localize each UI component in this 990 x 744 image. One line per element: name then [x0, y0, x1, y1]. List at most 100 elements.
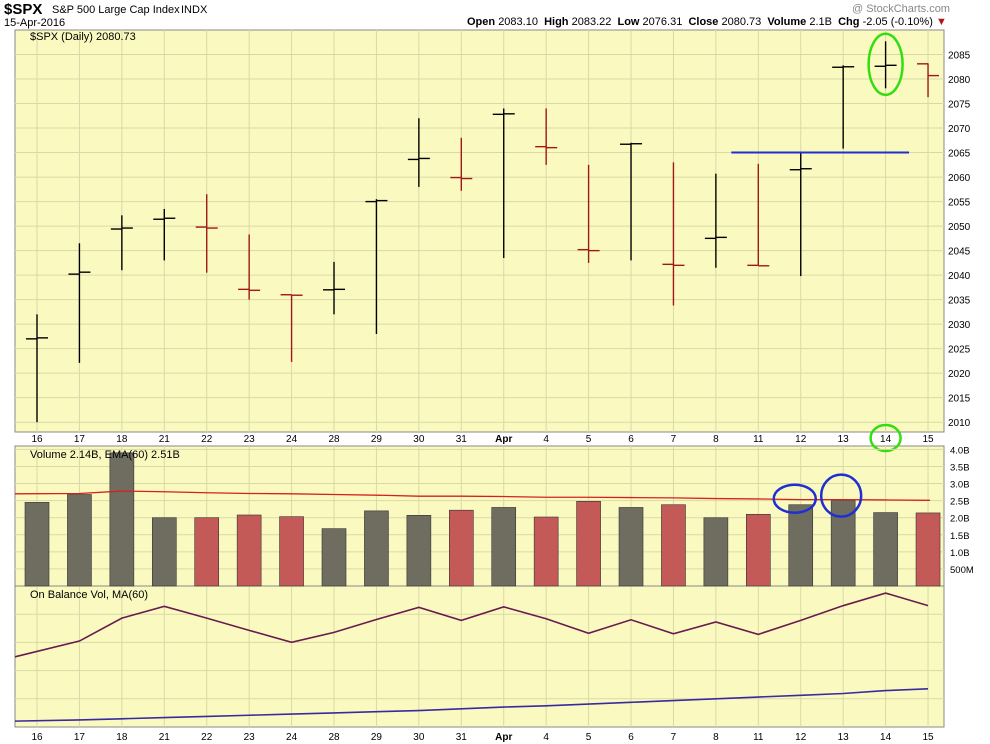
ohlc-bar-Apr: [492, 108, 515, 258]
chg-label: Chg: [838, 16, 860, 28]
high-value: 2083.22: [571, 16, 612, 28]
volume-bar-22: [194, 517, 220, 587]
price-tick-label: 2030: [948, 320, 971, 331]
volume-bar-21: [151, 517, 177, 587]
ohlc-bar-14: [874, 41, 897, 89]
ohlc-bar-12: [789, 152, 812, 277]
volume-bar-15: [915, 512, 941, 587]
date-label-bottom: 17: [74, 732, 86, 743]
date-label-top: 21: [159, 434, 171, 445]
date-label-top: 16: [31, 434, 43, 445]
open-value: 2083.10: [498, 16, 538, 28]
volume-bar-Apr: [491, 507, 517, 587]
date-label-top: 22: [201, 434, 213, 445]
volume-bar-5: [576, 501, 601, 587]
date-label-bottom: 8: [713, 732, 719, 743]
volume-bar-14: [873, 512, 898, 587]
price-tick-label: 2010: [948, 418, 971, 429]
stockcharts-watermark: @ StockCharts.com: [852, 3, 950, 15]
volume-bar-28: [321, 528, 347, 587]
volume-bar-4: [533, 516, 559, 587]
open-label: Open: [467, 16, 496, 28]
volume-ema-line: [14, 490, 931, 501]
chart-header: $SPX S&P 500 Large Cap Index INDX 15-Apr…: [0, 0, 990, 30]
date-label-bottom: 6: [628, 732, 634, 743]
date-label-top: 11: [753, 434, 764, 445]
date-label-top: Apr: [495, 434, 512, 445]
volume-tick-label: 3.0B: [950, 480, 970, 491]
volume-tick-label: 500M: [950, 565, 974, 576]
volume-bar-18: [109, 452, 135, 587]
volume-bar-16: [24, 502, 50, 587]
ohlc-bar-23: [238, 234, 261, 300]
date-label-top: 8: [713, 434, 719, 445]
date-label-top: 23: [244, 434, 256, 445]
index-name: S&P 500 Large Cap Index: [52, 4, 180, 16]
chg-value: -2.05 (-0.10%): [862, 16, 933, 28]
volume-bar-8: [703, 517, 729, 587]
price-tick-label: 2070: [948, 124, 971, 135]
price-tick-label: 2075: [948, 100, 971, 111]
date-label-bottom: 12: [795, 732, 807, 743]
volume-bar-7: [661, 504, 686, 587]
volume-bar-12: [788, 504, 814, 587]
price-tick-label: 2050: [948, 222, 971, 233]
date-label-bottom: 31: [456, 732, 468, 743]
volume-bar-31: [448, 509, 474, 587]
ohlc-bar-7: [662, 162, 685, 306]
volume-legend: Volume 2.14B, EMA(60) 2.51B: [30, 449, 180, 461]
date-label-bottom: 28: [328, 732, 340, 743]
ohlc-bar-22: [195, 194, 218, 273]
date-label-top: 15: [922, 434, 934, 445]
date-label-bottom: 14: [880, 732, 892, 743]
down-arrow-icon: ▼: [935, 16, 947, 28]
price-tick-label: 2020: [948, 369, 971, 380]
date-label-bottom: 24: [286, 732, 298, 743]
price-tick-label: 2060: [948, 173, 971, 184]
ohlc-bar-16: [26, 314, 48, 423]
volume-tick-label: 1.5B: [950, 531, 970, 542]
price-tick-label: 2080: [948, 75, 971, 86]
ohlc-bar-21: [153, 208, 176, 261]
date-label-top: 13: [838, 434, 850, 445]
ohlc-bar-30: [407, 118, 430, 187]
volume-tick-label: 1.0B: [950, 548, 970, 559]
date-label-top: 5: [586, 434, 592, 445]
date-label-top: 30: [413, 434, 425, 445]
volume-bar-11: [746, 513, 771, 587]
date-label-bottom: 18: [116, 732, 128, 743]
volume-bar-24: [279, 516, 304, 587]
date-label-top: 31: [456, 434, 468, 445]
symbol: $SPX: [4, 1, 43, 18]
ohlc-bar-17: [68, 243, 91, 363]
volume-tick-label: 4.0B: [950, 445, 970, 456]
date-label-bottom: 11: [753, 732, 764, 743]
ohlc-bar-6: [620, 142, 643, 261]
date-label-top: 7: [671, 434, 677, 445]
price-tick-label: 2055: [948, 198, 971, 209]
price-tick-label: 2035: [948, 296, 971, 307]
green-circle-bar-annotation: [867, 32, 904, 97]
ohlc-bar-5: [577, 164, 600, 263]
date-label-bottom: 23: [244, 732, 256, 743]
price-tick-label: 2015: [948, 394, 971, 405]
price-tick-label: 2065: [948, 149, 971, 160]
price-tick-label: 2085: [948, 51, 971, 62]
volume-value: 2.1B: [809, 16, 832, 28]
date-label-bottom: 22: [201, 732, 213, 743]
volume-bar-29: [364, 510, 389, 587]
date-label-top: 18: [116, 434, 128, 445]
volume-bar-30: [406, 515, 432, 587]
ohlc-stats: Open 2083.10 High 2083.22 Low 2076.31 Cl…: [467, 16, 947, 28]
ohlc-bar-28: [323, 261, 346, 315]
panel-background-0: [14, 29, 945, 433]
date-label-top: 24: [286, 434, 298, 445]
date-label-bottom: 13: [838, 732, 850, 743]
blue-circle-volume-annotation: [819, 473, 863, 518]
volume-tick-label: 2.0B: [950, 514, 970, 525]
ohlc-bar-15: [917, 63, 940, 98]
ohlc-bar-24: [280, 294, 303, 362]
low-label: Low: [617, 16, 640, 28]
price-tick-label: 2040: [948, 271, 971, 282]
green-circle-date-annotation: [869, 423, 902, 453]
